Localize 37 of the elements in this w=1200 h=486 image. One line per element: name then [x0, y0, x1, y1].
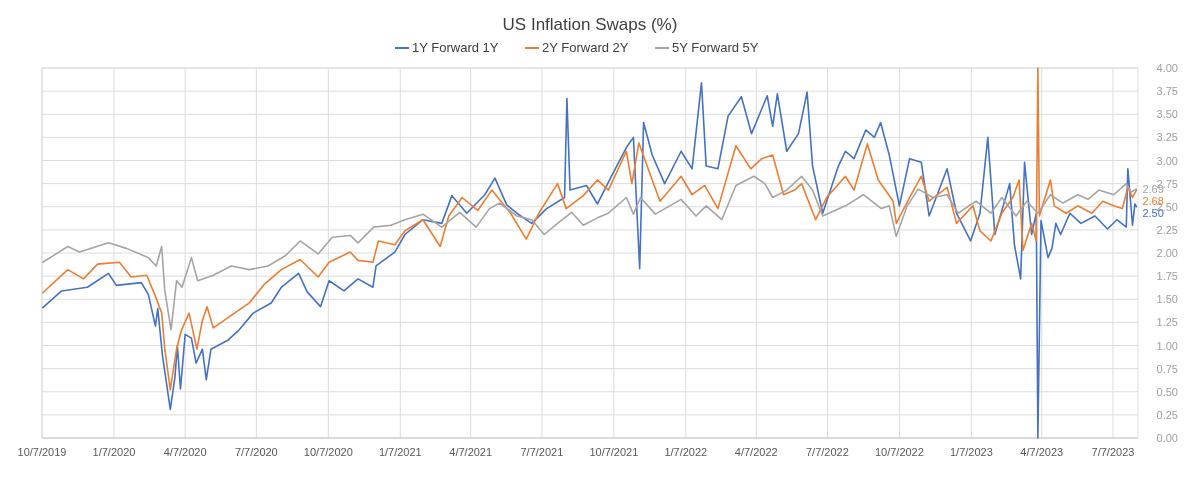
- x-tick-label: 4/7/2022: [734, 446, 778, 458]
- y-tick-label: 4.00: [1156, 62, 1178, 74]
- x-tick-label: 4/7/2023: [1020, 446, 1064, 458]
- x-tick-label: 7/7/2021: [520, 446, 564, 458]
- x-tick-label: 10/7/2021: [589, 446, 639, 458]
- y-tick-label: 3.50: [1156, 108, 1178, 121]
- y-tick-label: 3.75: [1156, 85, 1178, 98]
- x-tick-label: 1/7/2020: [92, 446, 136, 458]
- y-tick-label: 3.00: [1156, 154, 1178, 167]
- x-tick-label: 10/7/2022: [874, 446, 924, 458]
- y-tick-label: 2.25: [1156, 223, 1178, 236]
- x-tick-label: 1/7/2022: [664, 446, 708, 458]
- x-tick-label: 4/7/2021: [449, 446, 493, 458]
- x-tick-label: 7/7/2023: [1091, 446, 1135, 458]
- chart-title: US Inflation Swaps (%): [502, 15, 678, 34]
- x-tick-label: 10/7/2019: [17, 446, 67, 458]
- x-tick-label: 10/7/2020: [303, 446, 353, 458]
- y-tick-label: 1.75: [1156, 270, 1178, 283]
- y-tick-label: 0.25: [1156, 408, 1178, 421]
- y-tick-label: 1.25: [1156, 316, 1178, 329]
- x-tick-label: 1/7/2023: [949, 446, 993, 458]
- legend-label: 5Y Forward 5Y: [672, 40, 759, 55]
- y-tick-label: 0.00: [1156, 432, 1178, 444]
- y-tick-label: 2.00: [1156, 247, 1178, 259]
- line-series: [41, 82, 1138, 439]
- y-tick-label: 1.00: [1156, 339, 1178, 352]
- x-tick-label: 7/7/2020: [234, 446, 278, 458]
- y-tick-label: 1.50: [1156, 293, 1178, 306]
- x-tick-label: 1/7/2021: [378, 446, 422, 458]
- y-tick-label: 0.75: [1156, 362, 1178, 375]
- y-tick-label: 3.25: [1156, 131, 1178, 144]
- x-tick-label: 7/7/2022: [806, 446, 849, 458]
- legend-label: 2Y Forward 2Y: [542, 40, 629, 55]
- x-tick-label: 4/7/2020: [163, 446, 207, 458]
- line-series: [41, 175, 1138, 331]
- y-tick-label: 0.50: [1156, 385, 1178, 398]
- legend-label: 1Y Forward 1Y: [412, 40, 499, 55]
